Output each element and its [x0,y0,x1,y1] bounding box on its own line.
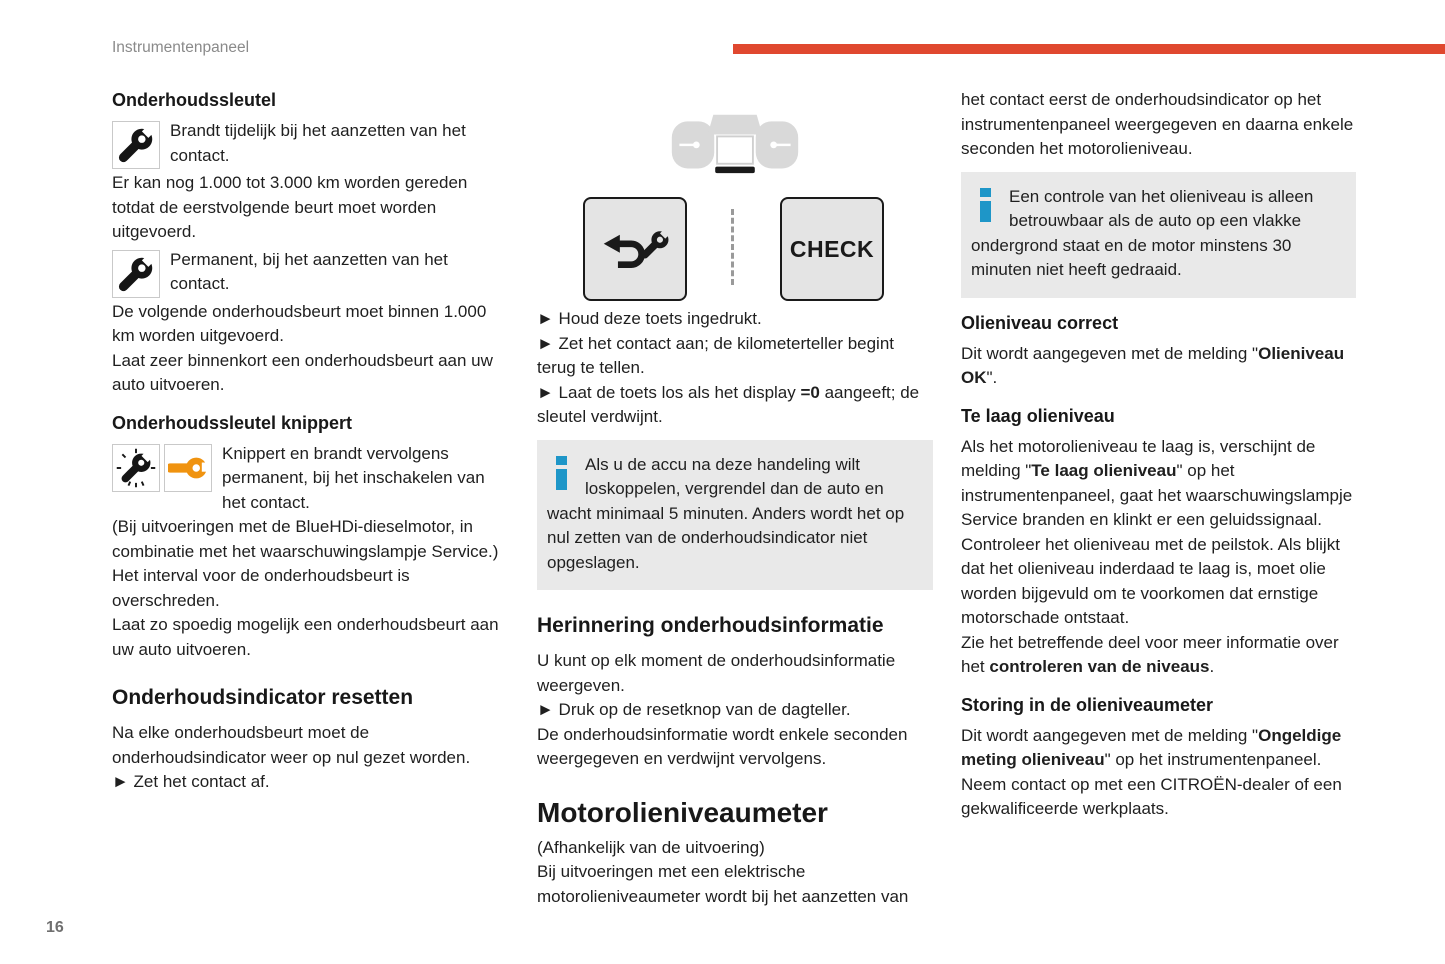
section-title-storing-olieniveaumeter: Storing in de olieniveaumeter [961,694,1214,715]
info-box: Als u de accu na deze handeling wilt los… [537,439,933,590]
section-title-motorolieniveaumeter: Motorolieniveaumeter [537,796,828,828]
paragraph: Het interval voor de onderhoudsbeurt is … [112,566,410,610]
info-box: Een controle van het olieniveau is allee… [961,171,1356,298]
accent-bar [733,44,1445,54]
paragraph: Dit wordt aangegeven met de melding "Oli… [961,343,1345,388]
paragraph: Laat zo spoedig mogelijk een onderhoudsb… [112,615,499,659]
reset-button-depiction [583,197,687,301]
check-button-depiction: CHECK [780,197,884,301]
paragraph: De onderhoudsinformatie wordt enkele sec… [537,724,908,769]
paragraph: Na elke onderhoudsbeurt moet de onderhou… [112,723,471,767]
icon-caption: Permanent, bij het aanzetten van het con… [170,249,448,294]
icon-caption: Brandt tijdelijk bij het aanzetten van h… [170,121,466,165]
instruction-step: ► Zet het contact aan; de kilometertelle… [537,333,895,378]
icon-caption: Knippert en brandt vervolgens permanent,… [222,443,485,512]
instrument-cluster-illustration [671,114,799,174]
instruction-step: ► Houd deze toets ingedrukt. [537,309,762,328]
paragraph: Bij uitvoeringen met een elektrische mot… [537,862,909,906]
wrench-icon [112,121,160,169]
info-text: Een controle van het olieniveau is allee… [971,186,1314,280]
wrench-permanent-section: Permanent, bij het aanzetten van het con… [112,248,500,298]
paragraph: De volgende onderhoudsbeurt moet binnen … [112,301,487,346]
dashed-divider [731,209,734,285]
info-text: Als u de accu na deze handeling wilt los… [547,454,905,572]
instruction-step: ► Zet het contact af. [112,772,270,791]
section-title-herinnering: Herinnering onderhoudsinformatie [537,614,884,637]
paragraph: Er kan nog 1.000 tot 3.000 km worden ger… [112,173,468,241]
section-title-onderhoudssleutel: Onderhoudssleutel [112,90,277,110]
small-wrench-icon [641,228,671,259]
paragraph: Zie het betreffende deel voor meer infor… [961,632,1339,677]
return-arrow-icon [603,234,620,253]
paragraph: Laat zeer binnenkort een onderhoudsbeurt… [112,350,493,395]
instruction-step: ► Laat de toets los als het display =0 a… [537,382,920,427]
paragraph: U kunt op elk moment de onderhoudsinform… [537,651,896,695]
section-title-sleutel-knippert: Onderhoudssleutel knippert [112,412,353,433]
section-title-te-laag-olieniveau: Te laag olieniveau [961,405,1115,426]
column-middle: CHECK ► Houd deze toets ingedrukt. ► Zet… [537,105,933,909]
paragraph: Controleer het olieniveau met de peilsto… [961,534,1340,628]
paragraph: Als het motorolieniveau te laag is, vers… [961,436,1353,530]
section-title-indicator-resetten: Onderhoudsindicator resetten [112,686,414,709]
wrench-icon [112,249,160,298]
instruction-step: ► Druk op de resetknop van de dagteller. [537,700,851,719]
wrench-blinking-icon [112,443,160,492]
paragraph: (Bij uitvoeringen met de BlueHDi-dieselm… [112,517,499,561]
orange-wrench-icon [164,443,212,492]
check-button-label: CHECK [789,235,875,262]
paragraph: Dit wordt aangegeven met de melding "Ong… [961,725,1342,819]
page-number: 16 [46,919,64,936]
column-right: het contact eerst de onderhoudsindicator… [961,88,1356,822]
wrench-blinking-section: Knippert en brandt vervolgens permanent,… [112,442,500,516]
wrench-steady-section: Brandt tijdelijk bij het aanzetten van h… [112,119,500,169]
info-icon [980,187,991,222]
page-header-title: Instrumentenpaneel [112,39,250,56]
section-title-olieniveau-correct: Olieniveau correct [961,312,1119,333]
panel-buttons-illustration: CHECK [537,197,933,301]
paragraph: (Afhankelijk van de uitvoering) [537,837,765,857]
info-icon [556,455,567,490]
column-left: Onderhoudssleutel Brandt tijdelijk bij h… [112,88,500,795]
paragraph: het contact eerst de onderhoudsindicator… [961,90,1354,158]
